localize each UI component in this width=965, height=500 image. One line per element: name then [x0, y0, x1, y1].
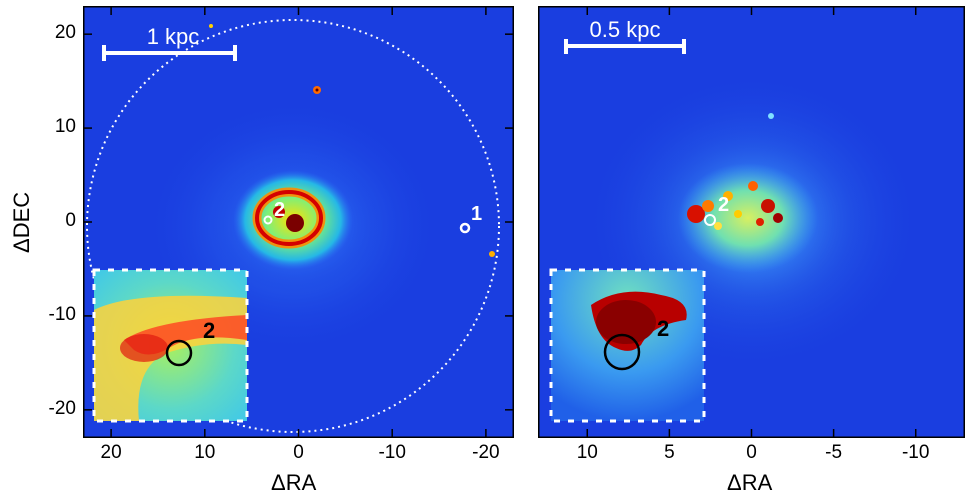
inset-source-label: 2: [203, 318, 215, 343]
x-tick-label: 0: [746, 442, 757, 463]
y-tick-label: -10: [48, 303, 76, 325]
inset-source-circle: [165, 339, 193, 367]
x-tick-label: 0: [293, 442, 304, 463]
right-inset: 2: [549, 268, 706, 423]
inset-source-circle: [603, 333, 641, 371]
left-x-axis-title: ΔRA: [271, 470, 317, 495]
y-tick-label: 0: [65, 210, 76, 231]
x-tick-label: 10: [576, 442, 598, 463]
source-2-label: 2: [274, 199, 285, 221]
scale-bar-label: 0.5 kpc: [590, 17, 661, 42]
x-tick-label: 20: [100, 442, 122, 463]
x-tick-label: 5: [664, 442, 675, 463]
x-tick-label: -10: [378, 442, 406, 463]
y-tick-label: 20: [54, 22, 76, 44]
left-panel-image: 1 kpc 2 1 2: [83, 6, 514, 438]
source-2-marker: [704, 214, 716, 226]
left-inset: 2: [92, 268, 249, 423]
right-x-axis-title: ΔRA: [727, 470, 773, 495]
source-2-label: 2: [718, 194, 729, 216]
scale-bar-label: 1 kpc: [147, 24, 200, 49]
inset-source-label: 2: [657, 316, 669, 341]
source-2-marker: [263, 215, 273, 225]
x-tick-label: -5: [825, 442, 843, 463]
right-panel-image: 0.5 kpc 2 2: [538, 6, 965, 438]
x-tick-label: -10: [901, 442, 930, 463]
source-1-marker: [459, 222, 471, 234]
y-tick-label: -20: [48, 397, 76, 419]
x-tick-label: -20: [472, 442, 500, 463]
source-1-label: 1: [471, 203, 482, 225]
aperture-circle: [86, 19, 500, 433]
x-tick-label: 10: [194, 442, 216, 463]
y-tick-label: 10: [54, 116, 76, 138]
